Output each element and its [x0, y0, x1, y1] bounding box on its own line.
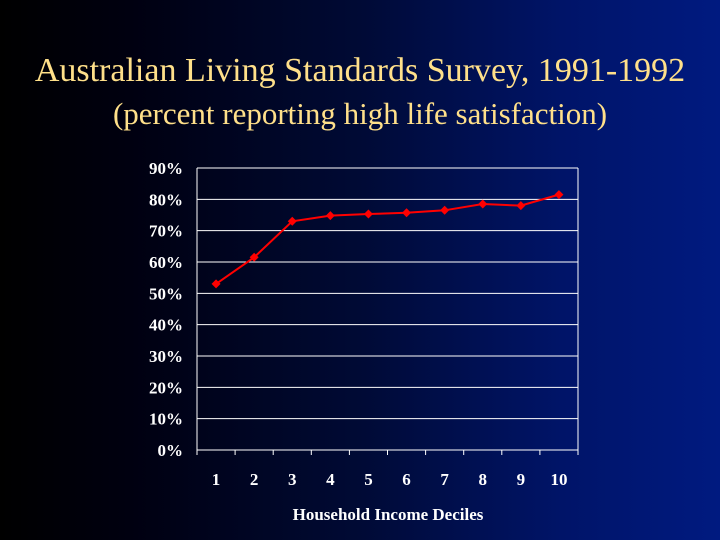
x-tick-labels: 1 2 3 4 5 6 7 8 9 10	[212, 470, 568, 489]
chart-subtitle: (percent reporting high life satisfactio…	[112, 96, 608, 131]
y-tick-label: 80%	[149, 190, 183, 209]
y-tick-labels: 0% 10% 20% 30% 40% 50% 60% 70% 80% 90%	[149, 159, 183, 460]
x-axis-title: Household Income Deciles	[293, 505, 484, 524]
x-tick-label: 8	[479, 470, 488, 489]
y-tick-label: 0%	[158, 441, 184, 460]
gridlines	[197, 167, 578, 420]
data-point	[516, 201, 526, 211]
data-point	[554, 190, 564, 200]
y-tick-label: 60%	[149, 253, 183, 272]
data-point	[478, 199, 488, 209]
data-point	[211, 279, 221, 289]
data-point	[402, 208, 412, 218]
chart-title: Australian Living Standards Survey, 1991…	[34, 52, 686, 89]
y-tick-label: 40%	[149, 316, 183, 335]
x-tick-label: 5	[364, 470, 373, 489]
x-tick-label: 1	[212, 470, 221, 489]
x-tick-label: 6	[402, 470, 411, 489]
axes	[196, 168, 579, 455]
x-tick-label: 4	[326, 470, 335, 489]
y-tick-label: 70%	[149, 222, 183, 241]
data-point	[325, 211, 335, 221]
y-tick-label: 20%	[149, 378, 183, 397]
x-tick-label: 7	[440, 470, 449, 489]
y-tick-label: 90%	[149, 159, 183, 178]
y-tick-label: 30%	[149, 347, 183, 366]
data-point	[249, 252, 259, 262]
x-tick-label: 2	[250, 470, 259, 489]
data-point	[363, 209, 373, 219]
series-group	[211, 190, 564, 289]
data-point	[440, 205, 450, 215]
x-tick-label: 3	[288, 470, 297, 489]
y-tick-label: 50%	[149, 284, 183, 303]
data-point	[287, 216, 297, 226]
x-tick-label: 10	[550, 470, 567, 489]
series-line	[215, 193, 560, 285]
y-tick-label: 10%	[149, 410, 183, 429]
x-tick-label: 9	[517, 470, 526, 489]
